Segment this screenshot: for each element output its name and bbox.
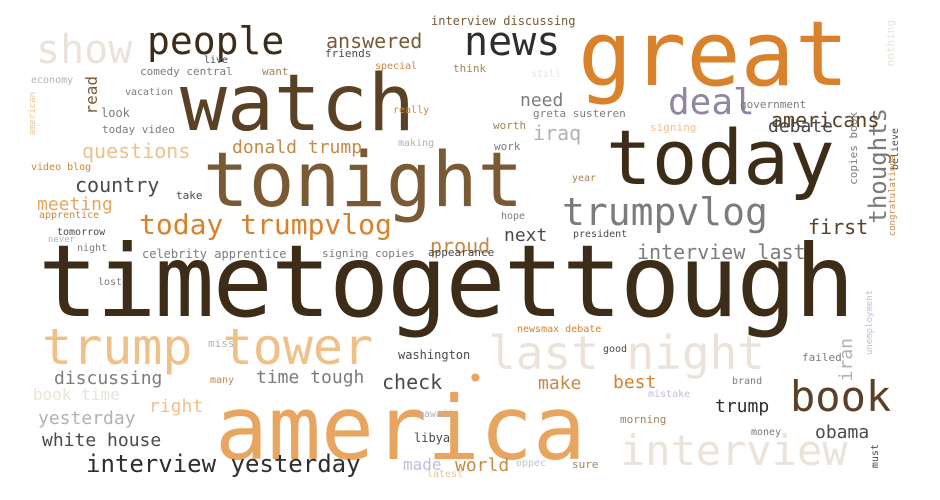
word-economy: economy [31,75,74,86]
word-country: country [75,173,160,197]
word-book: book [790,372,892,421]
word-questions: questions [82,139,191,163]
word-trump-tower: trump tower [42,318,374,376]
word-still: still [531,69,562,80]
word-want: want [262,65,289,78]
word-oppec: oppec [516,458,547,469]
word-last-night: last night [488,326,765,380]
word-debate: debate [768,116,834,137]
word-unemployment: unemployment [865,290,875,356]
word-deal: deal [668,82,755,123]
word-make: make [538,373,582,394]
word-nothing: nothing [884,20,897,67]
word-show: show [36,27,133,73]
word-take: take [176,189,203,202]
word-read: read [82,76,101,115]
word-think: think [453,62,487,75]
word-morning: morning [620,413,667,426]
word-right: right [149,396,204,417]
word-president: president [573,229,628,240]
word-meeting: meeting [37,194,113,215]
word-interview-discussing: interview discussing [431,14,576,28]
word-really: really [393,105,430,116]
word-washington: washington [398,348,471,362]
word-miss: miss [208,337,235,350]
word-signing-copies: signing copies [322,247,415,260]
word-greta-susteren: greta susteren [533,107,626,120]
word-government: government [740,98,807,111]
word-world: world [455,455,510,476]
word-american: american [28,92,38,136]
word-trumpvlog: trumpvlog [562,190,768,234]
word-proud: proud [430,234,491,258]
word-people: people [147,19,285,63]
word-apprentice: apprentice [39,210,100,221]
word-hawaii: hawaii [418,409,455,420]
word-trump: trump [715,396,770,417]
word-live: live [204,55,229,66]
word-interview-yesterday: interview yesterday [86,450,361,478]
word-lost: lost [98,277,123,288]
word-today-trumpvlog: today trumpvlog [139,208,392,241]
word-must: must [870,444,881,469]
word-interview: interview [620,426,848,475]
word-many: many [210,375,235,386]
word-timetogettough: timetogettough [38,223,855,340]
word-hope: hope [501,211,526,222]
word-americans: americans [771,108,880,132]
word-night: night [77,243,108,254]
word-made: made [403,455,442,474]
word-white-house: white house [42,430,162,451]
word-sure: sure [572,458,599,471]
word-libya: libya [414,431,451,445]
word-work: work [494,140,521,153]
word-video-blog: video blog [31,162,92,173]
word-brand: brand [732,376,763,387]
word-mistake: mistake [648,389,691,400]
word-tonight: tonight [203,135,524,224]
word-never: never [48,235,76,245]
word-comedy-central: comedy central [140,65,233,78]
word-vacation: vacation [125,87,174,98]
word-obama: obama [815,422,870,443]
word-yesterday: yesterday [38,408,136,429]
word-worth: worth [493,119,527,132]
word-good: good [603,344,628,355]
word-making: making [398,138,435,149]
word-great: great [578,2,849,107]
word-special: special [375,61,418,72]
word-latest: latest [427,469,464,480]
word-news: news [464,19,561,65]
word-book-time: book time [33,385,120,404]
word-celebrity-apprentice: celebrity apprentice [142,247,287,261]
word-first: first [808,215,869,239]
word-best: best [613,372,657,393]
word-appearance: appearance [428,246,495,259]
word-newsmax-debate: newsmax debate [517,324,602,335]
word-answered: answered [326,29,423,53]
word-failed: failed [802,351,842,364]
word-copies-book: copies book [847,112,860,185]
word-tomorrow: tomorrow [57,227,106,238]
word-need: need [520,90,564,111]
word-congratulations: congratulations [888,155,898,237]
word-donald-trump: donald trump [232,137,363,158]
word-watch: watch [180,59,415,149]
word-friends: friends [325,47,372,60]
word-iraq: iraq [533,121,582,145]
word-check: check [382,370,443,394]
word-interview-last: interview last [637,240,806,264]
word-next: next [504,225,548,246]
word-today-video: today video [102,123,175,136]
word-look: look [101,106,130,120]
dot-glyph: • [467,362,484,395]
word-money: money [751,427,782,438]
word-time-tough: time tough [256,367,365,388]
word-discussing: discussing [54,368,163,389]
word-today: today [606,113,835,202]
word-year: year [572,173,597,184]
word-america: america [215,377,586,480]
word-signing: signing [650,121,697,134]
